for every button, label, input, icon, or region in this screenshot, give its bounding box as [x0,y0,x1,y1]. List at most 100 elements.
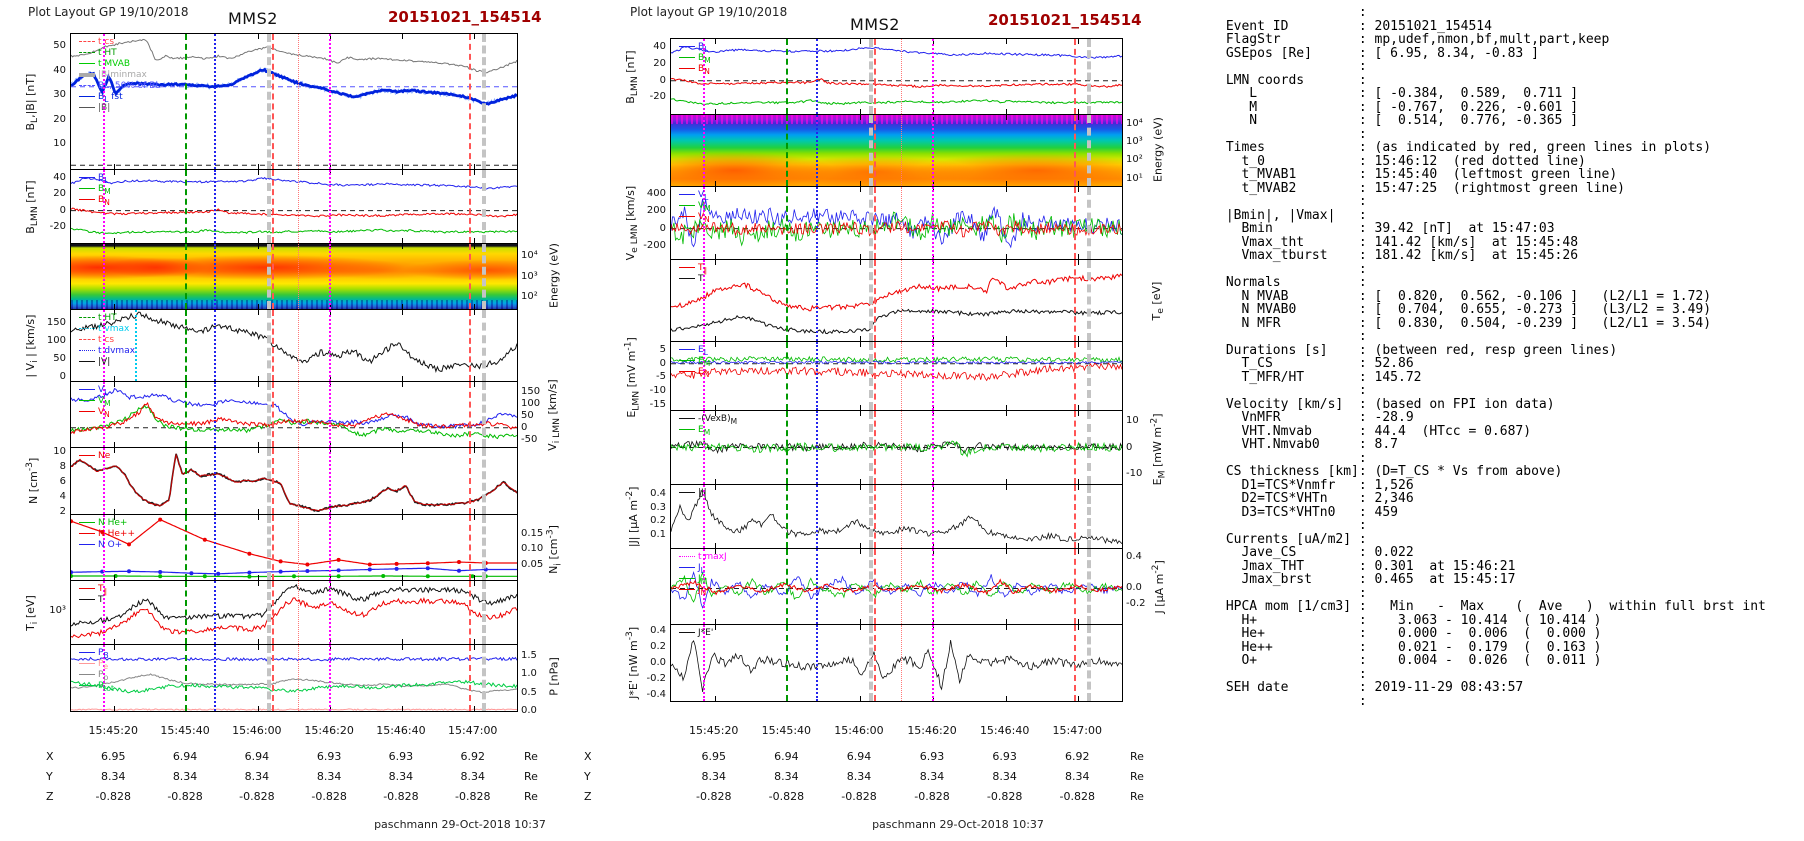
right-axis-label: EM [mW m-2] [1148,412,1168,485]
event-marker-line [873,549,876,624]
x-tick-mark [860,39,861,44]
series-V_N [71,401,517,435]
event-marker-line [298,515,299,580]
x-tick-mark [257,34,259,39]
right-tick-label: 10² [521,291,538,303]
event-marker-line [1073,115,1076,186]
coord-unit: Re [524,790,538,803]
x-tick-mark [1078,187,1080,192]
series-point [189,571,194,576]
x-tick-mark [1005,411,1007,416]
legend-item: t maxJ [679,552,727,562]
x-tick-mark [114,238,116,243]
event-marker-line [482,448,487,514]
legend-item: BN [679,64,710,77]
right-tick-label: 0.15 [521,527,544,539]
y-tick-label: 50 [53,40,66,52]
legend-item: BM [679,53,711,66]
series-B_L [671,46,1122,59]
right-tick-label: 10¹ [1126,172,1143,184]
x-tick-mark [473,164,475,169]
right-tick-label: 0.10 [521,543,544,555]
event-marker-line [214,170,217,243]
legend-swatch [679,371,695,372]
event-marker-line [873,260,876,341]
event-marker-line [102,515,105,580]
event-marker-line [102,645,105,711]
legend-swatch [79,328,95,329]
event-marker-line [900,260,902,341]
x-tick-mark [860,181,861,186]
event-marker-line [1073,411,1076,484]
x-tick-mark [1005,39,1007,44]
event-marker-line [214,515,217,580]
event-marker-line [1087,625,1092,701]
coord-value: 8.34 [919,770,945,783]
x-tick-mark [257,238,259,243]
x-tick-mark [1078,109,1080,114]
event-marker-line [1087,39,1092,114]
coord-value: 6.94 [172,750,198,763]
coord-unit: Re [1130,790,1144,803]
time-tick-label: 15:47:00 [1052,724,1102,737]
event-marker-line [868,411,873,484]
panel-elmn: EL EM EN [670,341,1123,411]
coord-value: 6.94 [846,750,872,763]
y-axis-label: Ve LMN [km/s] [623,185,641,261]
middle-figure-title: MMS2 [850,15,900,34]
event-marker-line [1087,115,1092,186]
legend-swatch [79,588,95,589]
series-point [127,569,131,574]
x-tick-mark [114,645,116,650]
coord-row-label: Z [584,790,592,803]
event-marker-line [271,382,274,447]
event-marker-line [469,244,472,309]
panel-vi: t HT t vmax t cs t dvmax |V| [70,309,518,382]
y-tick-label: 20 [53,188,66,200]
legend-item: N He++ [79,529,135,539]
event-marker-line [185,244,188,309]
event-marker-line [900,485,902,548]
panel-vi-canvas [71,311,517,373]
panel-blmn-canvas [71,176,517,235]
x-tick-mark [257,448,259,453]
series-N He++ [71,519,517,566]
right-tick-label: 0.4 [1126,550,1142,562]
coord-unit: Re [1130,750,1144,763]
left-figure-event-id: 20151021_154514 [388,8,542,26]
event-marker-line [298,34,299,169]
legend-swatch [79,350,95,351]
legend-swatch [679,349,695,350]
legend-item: T∥ [679,263,707,276]
legend-swatch [79,85,95,86]
y-tick-label: 8 [59,460,66,472]
legend-swatch [79,389,95,390]
y-axis-label: ELMN [mV m-1] [622,337,642,418]
event-marker-line [214,645,217,711]
left-figure-title: MMS2 [228,9,278,28]
event-marker-line [271,448,274,514]
coord-value: 6.92 [1065,750,1090,763]
right-tick-label: 10⁴ [1126,117,1143,129]
legend-swatch [679,567,695,568]
coord-value: 8.34 [1065,770,1090,783]
right-axis-label: Vi LMN [km/s] [545,378,563,451]
legend-swatch [79,361,95,362]
x-tick-mark [257,706,259,711]
x-tick-mark [257,515,259,520]
coord-value: 8.34 [101,770,126,783]
event-marker-line [815,115,818,186]
y-tick-label: 5 [659,344,666,356]
legend-item: t HT [79,48,117,58]
event-marker-line [185,170,188,243]
event-marker-line [214,382,217,447]
event-marker-line [868,260,873,341]
y-tick-label: -20 [649,91,666,103]
y-tick-label: 0 [59,204,66,216]
legend-swatch [679,492,695,493]
legend-swatch [79,188,95,189]
series-P_B [71,656,517,662]
x-tick-mark [1078,696,1080,701]
x-tick-mark [401,509,403,514]
panel-n: Ne [70,447,518,515]
